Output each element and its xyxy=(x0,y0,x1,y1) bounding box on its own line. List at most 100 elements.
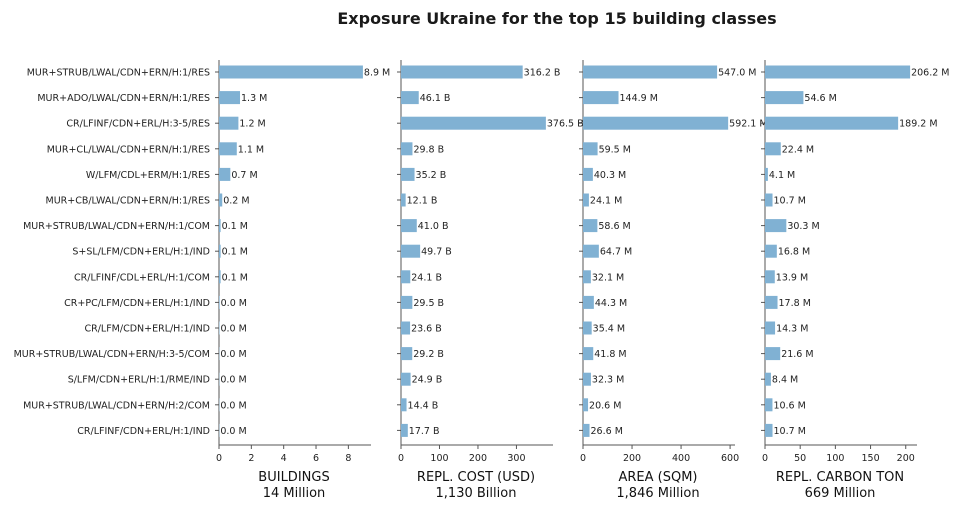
value-label: 376.5 B xyxy=(547,119,584,130)
bar xyxy=(765,142,781,156)
value-label: 21.6 M xyxy=(781,349,813,360)
value-label: 24.1 M xyxy=(590,196,622,207)
bar xyxy=(219,116,239,130)
bar xyxy=(401,295,413,309)
bar xyxy=(219,91,241,105)
value-label: 16.8 M xyxy=(778,247,810,258)
category-label: MUR+STRUB/LWAL/CDN+ERN/H:3-5/COM xyxy=(14,349,210,360)
bar xyxy=(219,295,220,309)
value-label: 1.2 M xyxy=(239,119,265,130)
bar xyxy=(583,142,598,156)
value-label: 0.2 M xyxy=(223,196,249,207)
x-tick-label: 0 xyxy=(580,453,586,464)
bar xyxy=(765,193,773,207)
value-label: 12.1 B xyxy=(407,196,438,207)
bar xyxy=(765,219,787,233)
panel: 0 100 200 300 316.2 B 46.1 B 376.5 B 29.8 B 35.2… xyxy=(397,60,584,501)
bar xyxy=(583,295,594,309)
value-label: 206.2 M xyxy=(911,68,949,79)
x-axis-total: 14 Million xyxy=(263,486,326,501)
bar xyxy=(401,142,413,156)
x-tick-label: 200 xyxy=(897,453,915,464)
bar xyxy=(765,347,781,361)
value-label: 24.9 B xyxy=(412,375,443,386)
bar xyxy=(765,423,773,437)
value-label: 29.5 B xyxy=(413,298,444,309)
value-label: 59.5 M xyxy=(599,144,631,155)
bar xyxy=(765,65,911,79)
x-tick-label: 150 xyxy=(861,453,879,464)
x-axis-label: REPL. CARBON TON xyxy=(776,470,904,485)
value-label: 40.3 M xyxy=(594,170,626,181)
panel: 0 50 100 150 200 206.2 M 54.6 M 189.2 M 22.4 M 4.… xyxy=(761,60,950,501)
x-tick-label: 0 xyxy=(762,453,768,464)
bar xyxy=(583,219,598,233)
value-label: 23.6 B xyxy=(411,324,442,335)
bar xyxy=(219,65,363,79)
bar xyxy=(401,321,411,335)
value-label: 32.1 M xyxy=(592,272,624,283)
value-label: 0.1 M xyxy=(222,221,248,232)
bar xyxy=(765,321,776,335)
value-label: 13.9 M xyxy=(776,272,808,283)
category-label: MUR+ADO/LWAL/CDN+ERN/H:1/RES xyxy=(37,93,210,104)
value-label: 64.7 M xyxy=(600,247,632,258)
value-label: 35.2 B xyxy=(416,170,447,181)
x-axis-total: 1,130 Billion xyxy=(436,486,517,501)
x-tick-label: 600 xyxy=(721,453,739,464)
value-label: 0.7 M xyxy=(231,170,257,181)
bar xyxy=(765,270,775,284)
x-axis-total: 1,846 Million xyxy=(616,486,699,501)
category-label: S+SL/LFM/CDN+ERL/H:1/IND xyxy=(72,247,210,258)
x-tick-label: 4 xyxy=(281,453,287,464)
bar xyxy=(765,91,804,105)
value-label: 1.1 M xyxy=(238,144,264,155)
bar xyxy=(583,423,590,437)
value-label: 44.3 M xyxy=(595,298,627,309)
value-label: 0.0 M xyxy=(220,426,246,437)
value-label: 144.9 M xyxy=(620,93,658,104)
bar xyxy=(583,91,619,105)
value-label: 17.7 B xyxy=(409,426,440,437)
bar xyxy=(219,142,237,156)
x-tick-label: 100 xyxy=(430,453,448,464)
bar xyxy=(219,270,221,284)
bar xyxy=(583,244,599,258)
category-label: MUR+CL/LWAL/CDN+ERN/H:1/RES xyxy=(47,144,210,155)
category-label: MUR+CB/LWAL/CDN+ERN/H:1/RES xyxy=(46,196,211,207)
bar xyxy=(765,116,899,130)
category-label: CR+PC/LFM/CDN+ERL/H:1/IND xyxy=(64,298,210,309)
x-tick-label: 100 xyxy=(826,453,844,464)
bar xyxy=(765,167,768,181)
value-label: 17.8 M xyxy=(779,298,811,309)
value-label: 26.6 M xyxy=(591,426,623,437)
value-label: 547.0 M xyxy=(718,68,756,79)
category-label: MUR+STRUB/LWAL/CDN+ERN/H:1/COM xyxy=(23,221,210,232)
value-label: 14.4 B xyxy=(408,400,439,411)
value-label: 41.8 M xyxy=(594,349,626,360)
value-label: 10.7 M xyxy=(774,426,806,437)
panel: 0 2 4 6 8 8.9 M 1.3 M 1.2 M 1.1 M 0.7 M 0.2 M 0.1 M… xyxy=(215,60,390,501)
x-tick-label: 200 xyxy=(623,453,641,464)
panel: 0 200 400 600 547.0 M 144.9 M 592.1 M 59.5 M 40.… xyxy=(579,60,768,501)
bar xyxy=(401,347,413,361)
value-label: 10.6 M xyxy=(773,400,805,411)
bar xyxy=(401,116,546,130)
category-label: CR/LFINF/CDN+ERL/H:3-5/RES xyxy=(66,119,210,130)
value-label: 46.1 B xyxy=(420,93,451,104)
x-tick-label: 300 xyxy=(507,453,525,464)
category-label: S/LFM/CDN+ERL/H:1/RME/IND xyxy=(68,375,210,386)
value-label: 22.4 M xyxy=(782,144,814,155)
bar xyxy=(219,193,223,207)
category-label: CR/LFINF/CDL+ERL/H:1/COM xyxy=(74,272,210,283)
value-label: 30.3 M xyxy=(787,221,819,232)
x-tick-label: 0 xyxy=(216,453,222,464)
panels: MUR+STRUB/LWAL/CDN+ERN/H:1/RES MUR+ADO/LW… xyxy=(14,60,950,501)
category-label: MUR+STRUB/LWAL/CDN+ERN/H:1/RES xyxy=(27,68,210,79)
value-label: 0.1 M xyxy=(222,247,248,258)
value-label: 0.0 M xyxy=(221,298,247,309)
value-label: 14.3 M xyxy=(776,324,808,335)
bar xyxy=(765,244,777,258)
value-label: 32.3 M xyxy=(592,375,624,386)
bar xyxy=(765,372,771,386)
